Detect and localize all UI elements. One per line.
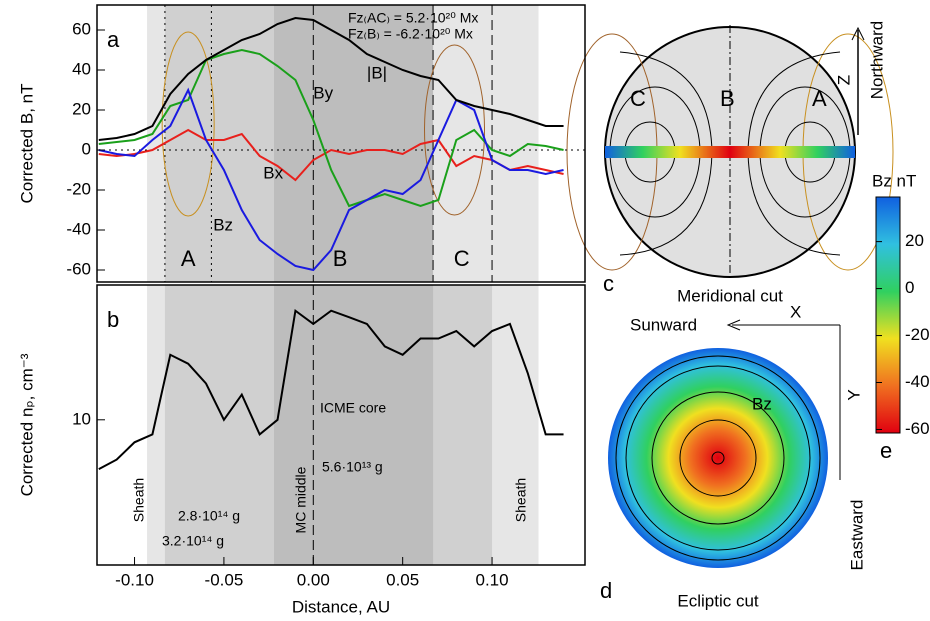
series-label: |B| bbox=[367, 63, 387, 82]
region bbox=[273, 285, 434, 565]
colorbar-tick-label: -40 bbox=[905, 372, 930, 391]
colorbar-tick-label: -60 bbox=[905, 419, 930, 438]
series-line bbox=[98, 128, 564, 182]
y-axis-label: Corrected nₚ, cm⁻³ bbox=[17, 353, 36, 496]
annotation: Fz₍B₎ = -6.2·10²⁰ Mx bbox=[348, 26, 473, 42]
panel-label: d bbox=[600, 578, 612, 603]
plot-frame bbox=[96, 284, 586, 566]
y-tick-label: 0 bbox=[82, 139, 91, 158]
region-label: C bbox=[630, 86, 646, 111]
field-label: Bz bbox=[752, 394, 772, 413]
series-line bbox=[98, 16, 564, 141]
region-label: A bbox=[812, 86, 827, 111]
direction: Sunward bbox=[630, 315, 697, 334]
annotation: MC middle bbox=[293, 466, 309, 533]
ecliptic-diagram bbox=[608, 319, 841, 568]
annotation: 3.2·10¹⁴ g bbox=[162, 533, 224, 549]
colorbar bbox=[875, 196, 901, 434]
series-line bbox=[98, 87, 564, 272]
x-tick-label: 0.00 bbox=[297, 570, 330, 589]
series-label: By bbox=[313, 83, 333, 102]
y-axis-label: Corrected B, nT bbox=[17, 84, 36, 204]
y-tick-label: -20 bbox=[66, 179, 91, 198]
colorbar-tick-label: 0 bbox=[905, 278, 914, 297]
annotation: Sheath bbox=[131, 478, 147, 522]
region bbox=[273, 5, 434, 282]
axis-name: Z bbox=[834, 75, 853, 85]
x-tick-label: 0.05 bbox=[386, 570, 419, 589]
y-tick-label: 10 bbox=[72, 409, 91, 428]
axis-name: Y bbox=[844, 389, 863, 400]
axis-name: X bbox=[790, 302, 801, 321]
series-label: Bx bbox=[263, 163, 283, 182]
y-tick-label: 40 bbox=[72, 59, 91, 78]
y-tick-label: -40 bbox=[66, 219, 91, 238]
caption: Ecliptic cut bbox=[677, 591, 759, 610]
y-tick-label: -60 bbox=[66, 259, 91, 278]
region-label: C bbox=[454, 246, 470, 271]
panel-label: e bbox=[880, 438, 892, 463]
highlight bbox=[424, 44, 486, 216]
caption: Meridional cut bbox=[677, 286, 783, 305]
y-tick-label: 20 bbox=[72, 99, 91, 118]
colorbar-tick-label: -20 bbox=[905, 325, 930, 344]
annotation: ICME core bbox=[320, 400, 386, 416]
region-label: A bbox=[181, 246, 196, 271]
region-label: B bbox=[333, 246, 348, 271]
colorbar-title: Bz nT bbox=[872, 171, 916, 190]
region-label: B bbox=[720, 86, 735, 111]
meridional-diagram bbox=[566, 25, 894, 279]
annotation: 2.8·10¹⁴ g bbox=[178, 508, 240, 524]
annotation: 5.6·10¹³ g bbox=[322, 459, 383, 475]
panel-label: a bbox=[107, 27, 120, 52]
x-axis-label: Distance, AU bbox=[292, 597, 390, 616]
x-tick-label: -0.05 bbox=[205, 570, 244, 589]
series-line bbox=[98, 308, 564, 471]
plot-frame bbox=[96, 4, 586, 283]
annotation: Sheath bbox=[513, 478, 529, 522]
panel-label: b bbox=[107, 307, 119, 332]
x-tick-label: -0.10 bbox=[115, 570, 154, 589]
highlight bbox=[161, 31, 215, 217]
x-tick-label: 0.10 bbox=[476, 570, 509, 589]
series-label: Bz bbox=[213, 215, 233, 234]
annotation: Fz₍AC₎ = 5.2·10²⁰ Mx bbox=[348, 10, 478, 26]
direction: Eastward bbox=[847, 500, 866, 571]
panel-label: c bbox=[603, 271, 614, 296]
direction: Northward bbox=[867, 21, 886, 99]
y-tick-label: 60 bbox=[72, 19, 91, 38]
colorbar-tick-label: 20 bbox=[905, 231, 924, 250]
